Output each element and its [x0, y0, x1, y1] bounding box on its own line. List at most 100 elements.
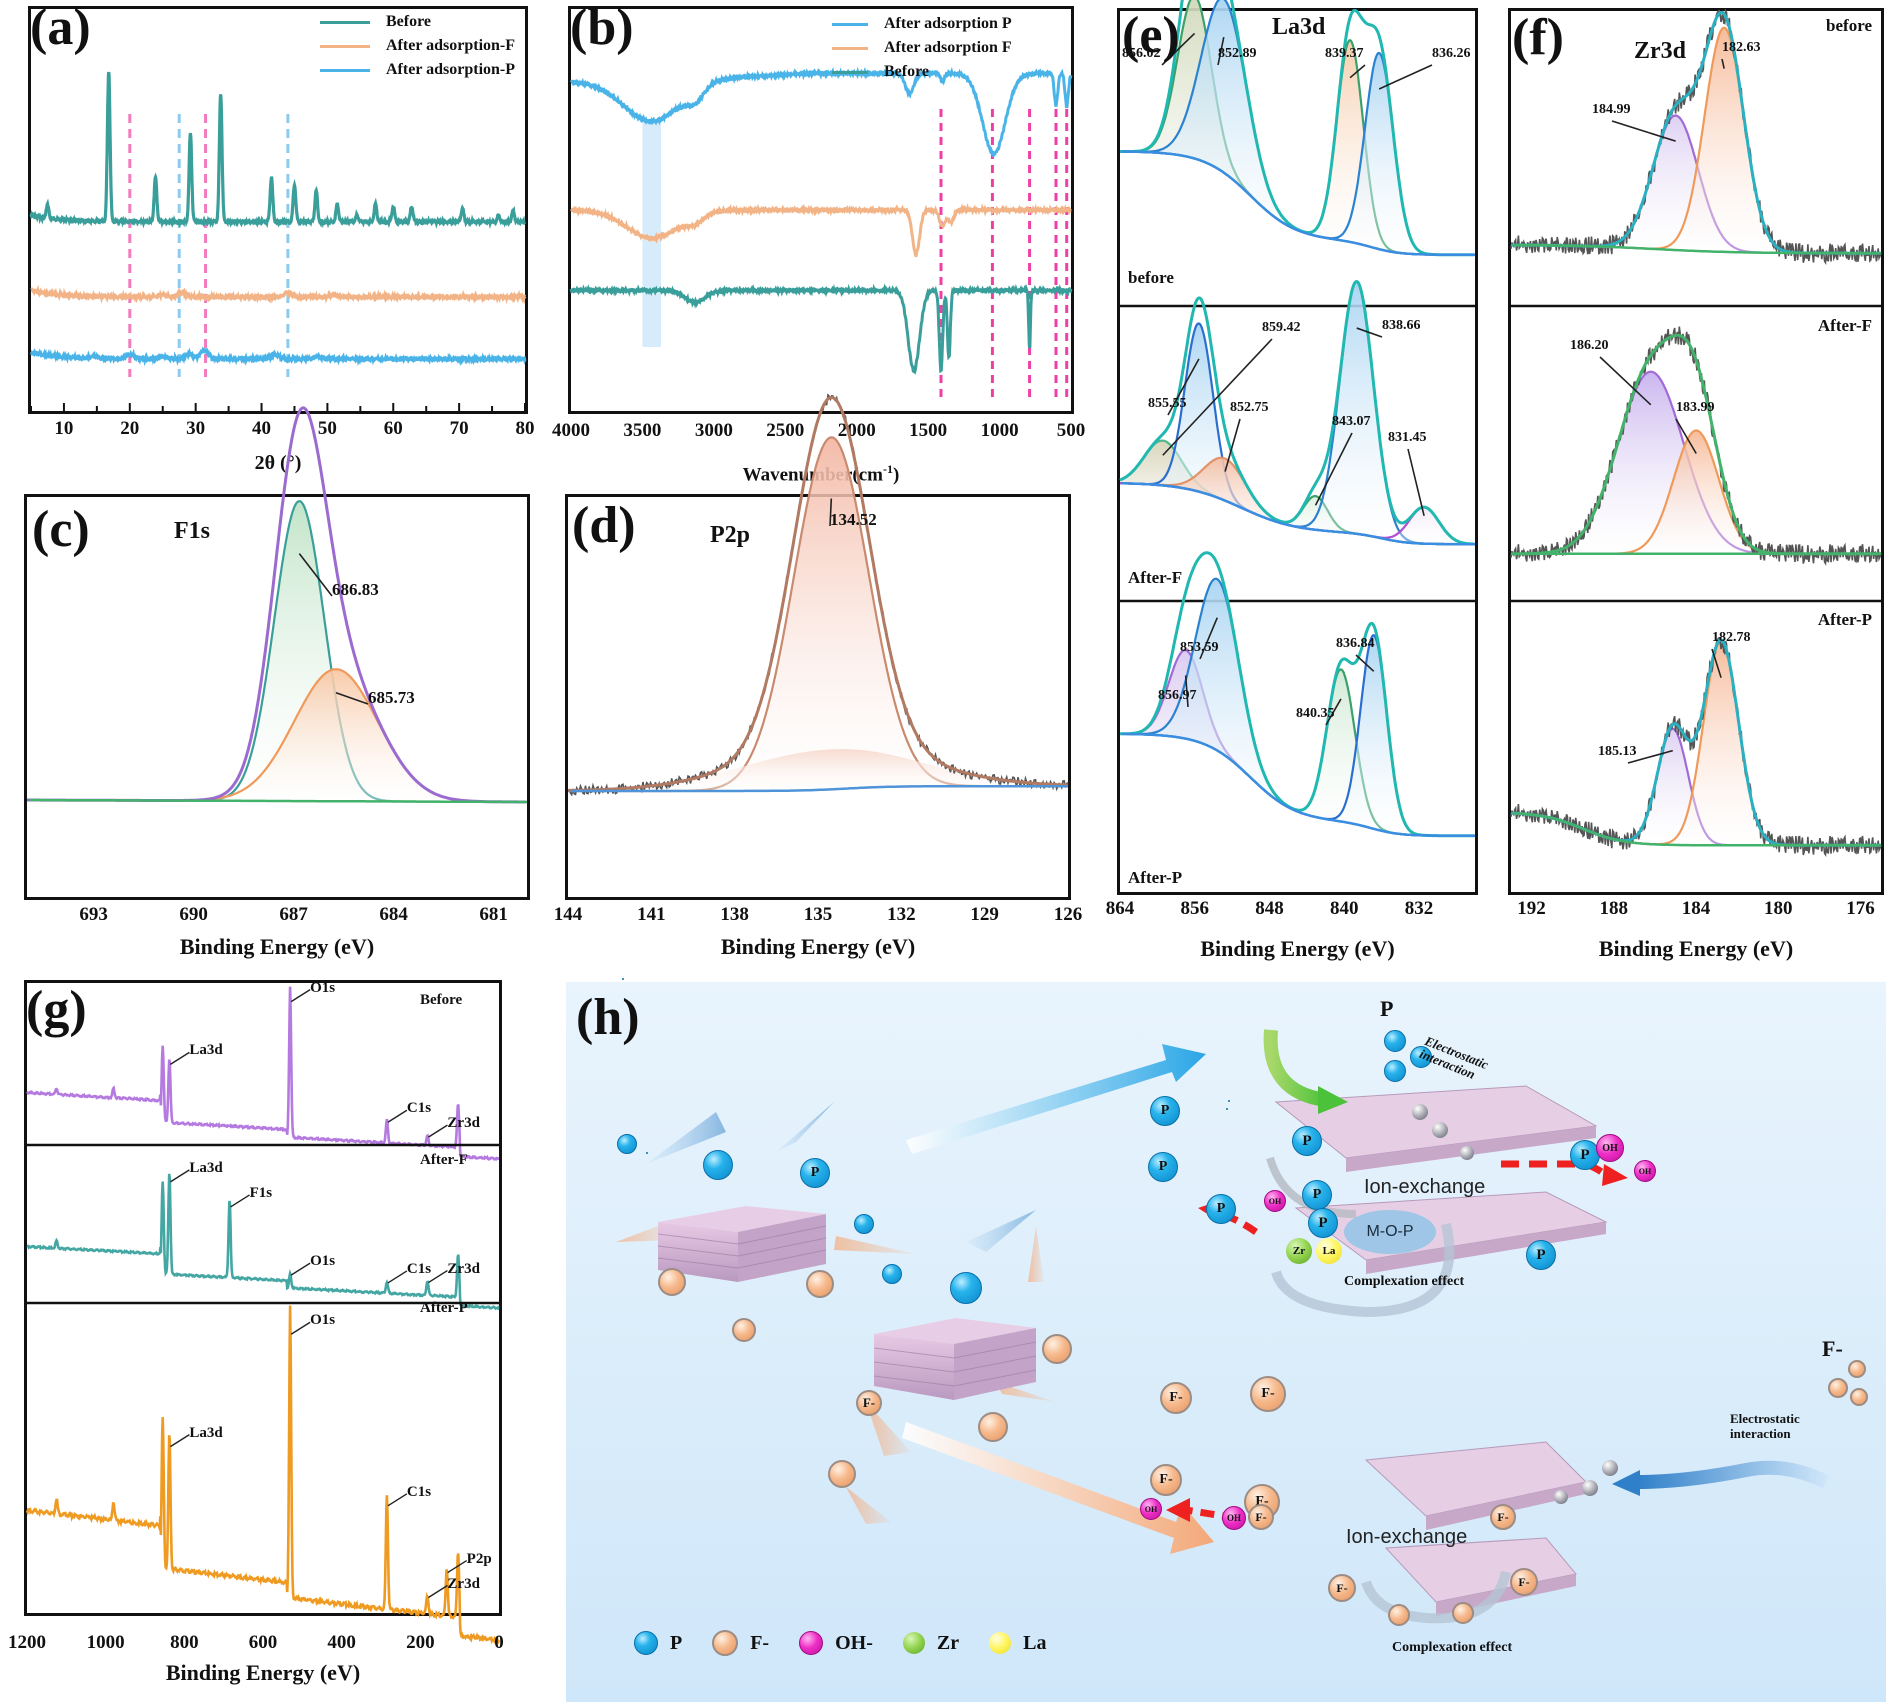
fluoride-ion-labeled: F- — [1490, 1504, 1516, 1530]
fluoride-ion — [1452, 1602, 1474, 1624]
peak-label: 838.66 — [1382, 318, 1421, 333]
x-tick-label: 40 — [252, 418, 272, 439]
x-tick-label: 1200 — [8, 1632, 46, 1653]
peak-leader-line — [230, 1194, 250, 1208]
component-fill — [1120, 0, 1475, 255]
peak-label: 182.63 — [1722, 40, 1761, 55]
series-line-before — [569, 283, 1073, 375]
peak-label: 859.42 — [1262, 320, 1301, 335]
panel-c: (c) F1s 686.83 685.73 693 690 687 684 681 Bin… — [0, 406, 540, 970]
panel-label-e: (e) — [1122, 7, 1180, 64]
phosphate-ion-labeled: P — [1150, 1096, 1180, 1126]
x-tick-label: 200 — [406, 1632, 435, 1653]
panel-a: (a) Before After adsorption-F After adso… — [0, 0, 540, 480]
peak-label: 184.99 — [1592, 102, 1631, 117]
survey-line-after-f — [26, 1173, 500, 1311]
peak-leader-line — [387, 1493, 408, 1507]
peak-label: O1s — [310, 1312, 336, 1329]
fluoride-ion — [732, 1318, 756, 1342]
peak-leader-line — [1349, 64, 1366, 79]
subpanel-label-before: Before — [420, 992, 463, 1008]
peak-label: C1s — [406, 1100, 432, 1117]
fluoride-ion — [1828, 1378, 1848, 1398]
peak-leader-line — [1167, 358, 1200, 416]
survey-plot-area — [24, 980, 502, 1645]
legend-item: After adsorption F — [832, 36, 1012, 60]
phosphate-ion-labeled: P — [1302, 1180, 1332, 1210]
panel-g: (g) Before After-F After-P La3d O1s C1s Zr3… — [0, 970, 560, 1707]
p2p-chart — [567, 393, 1069, 797]
x-axis-title: Binding Energy (eV) — [1598, 936, 1794, 961]
trail — [846, 1487, 891, 1524]
x-tick-label: 864 — [1105, 898, 1135, 919]
component-fill — [27, 669, 527, 802]
phosphate-ion-labeled: P — [1526, 1240, 1556, 1270]
mechanism-schematic: (h) — [566, 978, 1886, 1702]
panel-label-a: (a) — [30, 0, 91, 56]
subpanel-label-after-p: After-P — [1128, 868, 1183, 887]
fluoride-ion-labeled: F- — [1250, 1376, 1286, 1412]
component-fill — [1120, 53, 1475, 255]
hydroxide-ion: OH — [1222, 1506, 1246, 1530]
x-tick-label: 184 — [1681, 898, 1711, 919]
legend-item: Before — [320, 10, 515, 34]
peak-leader-line — [1199, 617, 1218, 660]
peak-leader-line — [1162, 338, 1273, 456]
ion-exchange-cycle — [1266, 1156, 1357, 1218]
peak-label: 182.78 — [1712, 630, 1751, 645]
panel-label-c: (c) — [32, 501, 90, 558]
trail — [866, 1402, 911, 1456]
x-tick-label: 4000 — [552, 420, 590, 441]
peak-leader-line — [170, 1169, 190, 1183]
complexation-effect-label-f: Complexation effect — [1392, 1640, 1513, 1655]
complexation-cycle-f — [1361, 1570, 1511, 1624]
x-tick-label: 684 — [379, 904, 408, 925]
fluoride-ion — [978, 1412, 1008, 1442]
fluoride-ion — [806, 1270, 834, 1298]
series-line-before — [29, 71, 527, 230]
schematic-arrows — [616, 1029, 1830, 1624]
background-line — [1512, 811, 1881, 847]
peak-label: Zr3d — [447, 1575, 480, 1592]
phosphate-ion — [950, 1272, 982, 1304]
x-axis-title: Binding Energy (eV) — [720, 934, 916, 959]
panel-label-g: (g) — [26, 981, 87, 1038]
x-tick-label: 180 — [1763, 898, 1793, 919]
la3d-plot-area — [1117, 0, 1478, 895]
peak-leader-line — [170, 1434, 190, 1448]
peak-leader-line — [1355, 654, 1375, 672]
subpanel-label-after-p: After-P — [420, 1300, 468, 1316]
xrd-chart — [29, 71, 527, 411]
hydroxide-ion: OH — [1596, 1134, 1624, 1162]
electrostatic-arrow-p — [1263, 1029, 1328, 1107]
hydroxide-ion: OH — [1140, 1498, 1162, 1520]
peak-leader-line — [298, 553, 333, 597]
ftir-plot-area — [568, 6, 1074, 414]
phosphate-ion — [1384, 1030, 1406, 1052]
peak-leader-line — [428, 1584, 448, 1599]
x-tick-label: 135 — [803, 904, 833, 925]
background-line — [570, 784, 1068, 793]
peak-leader-line — [1356, 327, 1383, 338]
p2p-plot-area — [565, 393, 1071, 900]
phosphate-ion-labeled: P — [1206, 1194, 1236, 1224]
x-tick-label: 188 — [1599, 898, 1629, 919]
positive-site — [1432, 1122, 1448, 1138]
phosphate-ion-labeled: P — [1292, 1126, 1322, 1156]
fluoride-ion-labeled: F- — [1248, 1504, 1274, 1530]
peak-label: 853.59 — [1180, 640, 1219, 655]
panel-label-h: (h) — [576, 989, 640, 1046]
trail — [966, 1210, 1036, 1252]
x-tick-label: 832 — [1404, 898, 1434, 919]
peak-leader-line — [1184, 675, 1189, 708]
x-tick-label: 1000 — [980, 420, 1019, 441]
electrostatic-arrow-f — [1635, 1460, 1830, 1489]
peak-label: O1s — [310, 979, 336, 996]
x-tick-label: 1500 — [909, 420, 948, 441]
peak-leader-line — [1675, 418, 1697, 454]
positive-site — [1554, 1490, 1568, 1504]
peak-leader-line — [290, 1321, 311, 1335]
peak-label: 836.26 — [1432, 46, 1471, 61]
x-tick-label: 60 — [383, 418, 403, 439]
peak-label: 856.97 — [1158, 688, 1197, 703]
